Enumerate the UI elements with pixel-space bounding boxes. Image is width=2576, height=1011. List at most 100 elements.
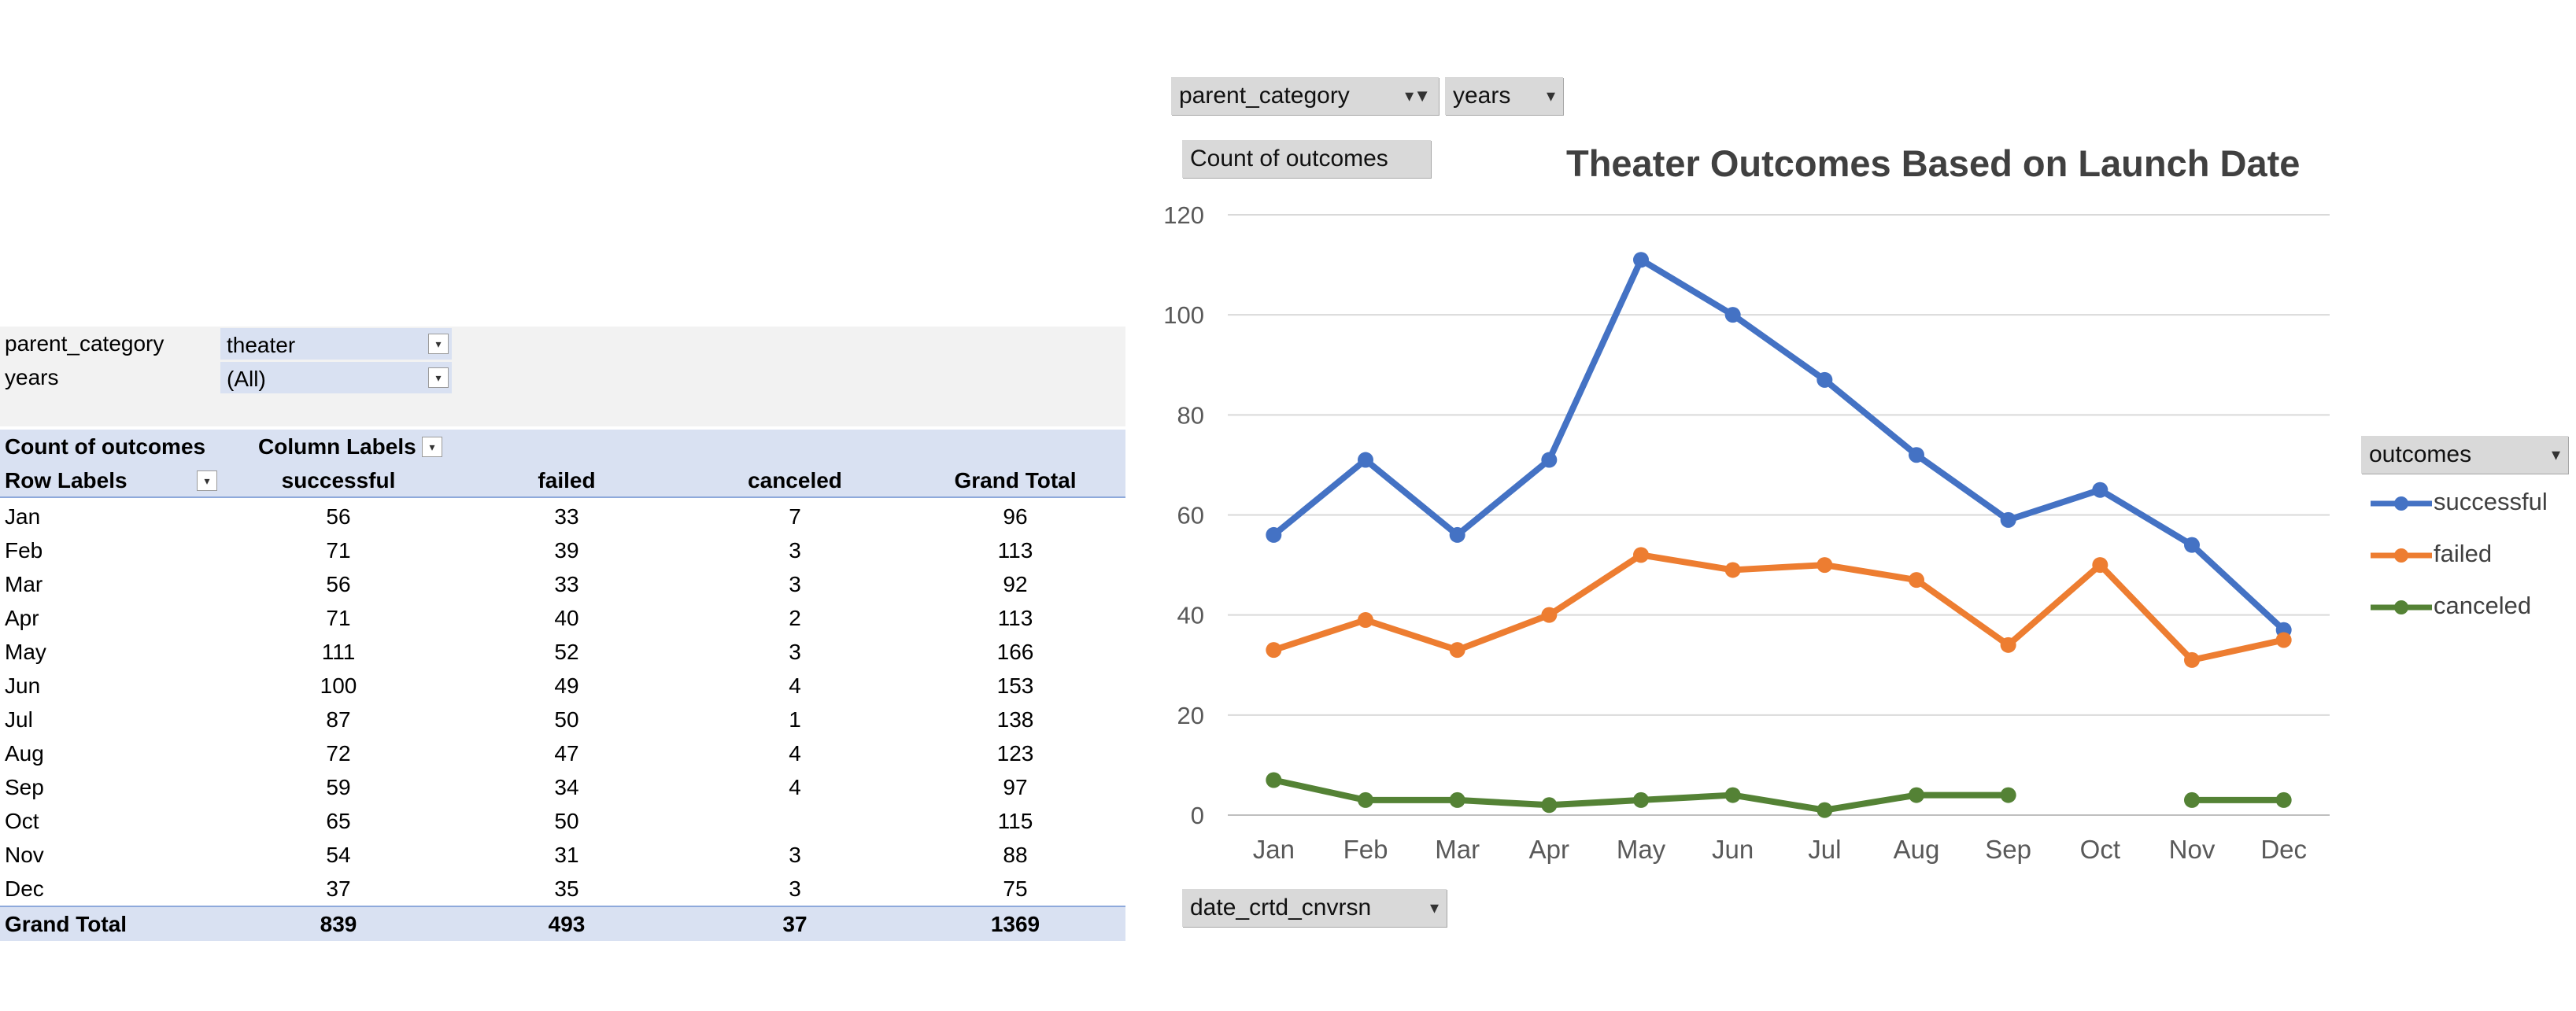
filter-value-field[interactable]: theater ▾ <box>220 328 452 360</box>
table-row: Sep 59 34 4 97 <box>0 770 1125 804</box>
legend-swatch <box>2371 496 2432 511</box>
cell-canceled: 3 <box>789 538 801 563</box>
series-line-successful <box>1270 256 2287 633</box>
cell-canceled: 4 <box>789 741 801 766</box>
row-label: May <box>5 640 46 664</box>
data-point-canceled <box>2184 791 2200 808</box>
cell-total: 115 <box>997 809 1033 833</box>
dropdown-icon[interactable]: ▾ <box>428 367 449 388</box>
series-line-failed <box>1270 552 2287 663</box>
data-point-canceled <box>1541 797 1558 814</box>
cell-failed: 34 <box>554 775 579 799</box>
y-tick-label: 40 <box>1177 602 1204 629</box>
row-filter-dropdown-icon[interactable]: ▾ <box>197 470 217 491</box>
table-row: Apr 71 40 2 113 <box>0 601 1125 635</box>
row-label: Jun <box>5 673 41 698</box>
cell-successful: 65 <box>326 809 351 833</box>
grand-total-canceled: 37 <box>782 912 808 936</box>
data-point-failed <box>1909 572 1924 589</box>
legend-label: canceled <box>2434 592 2532 619</box>
data-point-failed <box>1724 562 1741 578</box>
filter-value-field[interactable]: (All) ▾ <box>220 362 452 393</box>
filter-icon: ▾▼ <box>1405 86 1431 105</box>
cell-failed: 35 <box>554 876 579 901</box>
cell-canceled: 3 <box>789 572 801 596</box>
grand-total-row: Grand Total 839 493 37 1369 <box>0 906 1125 941</box>
data-point-failed <box>1449 642 1465 659</box>
filter-row-years: years (All) ▾ <box>0 360 472 394</box>
cell-failed: 47 <box>554 741 579 766</box>
filter-area <box>0 327 1125 426</box>
data-point-failed <box>1817 557 1833 574</box>
y-tick-label: 120 <box>1163 201 1204 229</box>
data-point-canceled <box>1266 772 1282 788</box>
years-field-button[interactable]: years ▾ <box>1445 77 1563 115</box>
table-row: Dec 37 35 3 75 <box>0 872 1125 906</box>
data-point-successful <box>1266 526 1282 543</box>
parent-category-field-button[interactable]: parent_category ▾▼ <box>1171 77 1439 115</box>
legend-item-failed[interactable]: failed <box>2369 538 2492 570</box>
filter-label: parent_category <box>5 331 164 356</box>
x-tick-label: Jun <box>1712 835 1754 864</box>
data-point-failed <box>2000 636 2016 653</box>
value-field-header: Count of outcomes <box>5 434 206 459</box>
cell-total: 88 <box>1003 843 1028 867</box>
legend-label: successful <box>2434 488 2548 515</box>
cell-canceled: 7 <box>789 504 801 529</box>
table-row: Oct 65 50 115 <box>0 804 1125 838</box>
cell-canceled: 1 <box>789 707 801 732</box>
cell-failed: 33 <box>554 572 579 596</box>
column-filter-icon[interactable]: ▾ <box>422 437 442 457</box>
legend-item-successful[interactable]: successful <box>2369 486 2548 518</box>
row-label: Dec <box>5 876 44 901</box>
legend-label: failed <box>2434 540 2493 567</box>
cell-failed: 31 <box>554 843 579 867</box>
table-row: May 111 52 3 166 <box>0 635 1125 669</box>
table-row: Nov 54 31 3 88 <box>0 838 1125 872</box>
cell-successful: 59 <box>326 775 351 799</box>
data-point-successful <box>1541 452 1558 468</box>
filter-icon: ▾ <box>2551 445 2560 464</box>
filter-icon[interactable]: ▾ <box>428 334 449 354</box>
grand-total-failed: 493 <box>548 912 586 936</box>
data-point-canceled <box>1449 791 1465 808</box>
data-point-successful <box>2000 511 2016 528</box>
y-tick-label: 0 <box>1191 802 1204 829</box>
cell-total: 97 <box>1003 775 1028 799</box>
y-tick-label: 60 <box>1177 502 1204 529</box>
cell-successful: 72 <box>326 741 351 766</box>
filter-label: years <box>5 365 59 389</box>
value-field-button[interactable]: Count of outcomes <box>1182 140 1431 178</box>
cell-total: 138 <box>996 707 1034 732</box>
axis-field-button[interactable]: date_crtd_cnvrsn ▾ <box>1182 889 1447 927</box>
legend-item-canceled[interactable]: canceled <box>2369 590 2531 622</box>
cell-canceled: 2 <box>789 606 801 630</box>
data-point-canceled <box>1909 787 1924 803</box>
table-row: Mar 56 33 3 92 <box>0 567 1125 601</box>
data-point-failed <box>2184 651 2200 668</box>
data-point-canceled <box>1724 787 1741 803</box>
table-row: Jan 56 33 7 96 <box>0 500 1125 533</box>
row-label: Jul <box>5 707 33 732</box>
data-point-successful <box>2092 482 2108 498</box>
data-point-successful <box>1909 447 1924 463</box>
cell-total: 113 <box>997 538 1033 563</box>
table-row: Feb 71 39 3 113 <box>0 533 1125 567</box>
cell-canceled: 4 <box>789 673 801 698</box>
data-point-successful <box>1633 252 1649 268</box>
data-point-failed <box>1266 642 1282 659</box>
dropdown-icon: ▾ <box>1546 86 1555 105</box>
data-point-successful <box>2184 537 2200 553</box>
cell-successful: 71 <box>326 538 351 563</box>
field-button-label: years <box>1453 83 1511 109</box>
row-label: Jan <box>5 504 41 529</box>
legend-swatch <box>2371 548 2432 563</box>
header-band <box>0 430 1125 498</box>
legend-field-button[interactable]: outcomes ▾ <box>2361 436 2568 474</box>
data-point-canceled <box>1633 791 1649 808</box>
cell-successful: 37 <box>326 876 351 901</box>
row-label: Nov <box>5 843 44 867</box>
row-label: Mar <box>5 572 43 596</box>
column-header-grand-total: Grand Total <box>954 468 1077 493</box>
cell-successful: 87 <box>326 707 351 732</box>
